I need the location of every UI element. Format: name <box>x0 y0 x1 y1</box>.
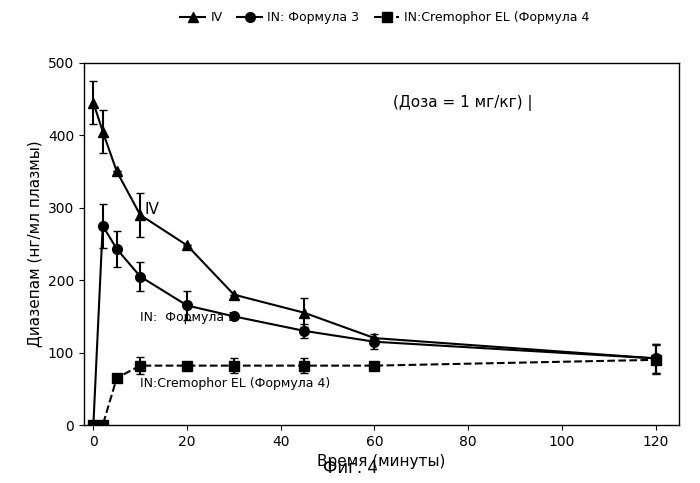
Text: IN:  Формула 3: IN: Формула 3 <box>140 312 236 324</box>
Y-axis label: Диазепам (нг/мл плазмы): Диазепам (нг/мл плазмы) <box>27 141 42 347</box>
Legend: IV, IN: Формула 3, IN:Cremophor EL (Формула 4: IV, IN: Формула 3, IN:Cremophor EL (Форм… <box>181 11 589 24</box>
Text: IN:Cremophor EL (Формула 4): IN:Cremophor EL (Формула 4) <box>140 377 330 389</box>
Text: Фиг. 4: Фиг. 4 <box>323 459 377 477</box>
Text: IV: IV <box>145 201 160 217</box>
X-axis label: Время (минуты): Время (минуты) <box>317 455 446 469</box>
Text: (Доза = 1 мг/кг) |: (Доза = 1 мг/кг) | <box>393 95 533 112</box>
